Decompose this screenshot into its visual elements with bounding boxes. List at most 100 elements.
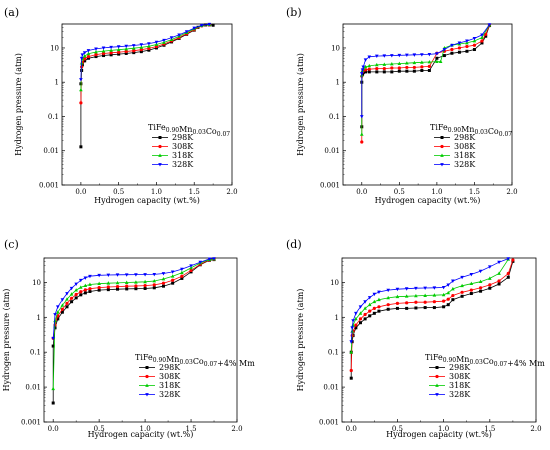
data-point xyxy=(147,42,151,46)
data-point xyxy=(363,300,367,304)
data-point xyxy=(479,289,483,293)
legend-marker xyxy=(158,153,162,157)
data-point xyxy=(139,45,144,49)
data-point xyxy=(124,44,129,49)
series-308K xyxy=(79,23,211,105)
x-tick-label: 1.0 xyxy=(431,188,442,196)
data-point xyxy=(69,296,74,300)
data-point xyxy=(117,52,121,56)
series-308K xyxy=(349,258,515,373)
data-point xyxy=(65,305,69,309)
data-point xyxy=(442,54,446,58)
data-point xyxy=(53,313,57,317)
chart-panel-b: (b) 0.0 0.5 1.0 1.5 2.0 0.001 0.01 0.1 1 10 Hydroge… xyxy=(286,6,518,205)
data-point xyxy=(147,44,151,48)
series-line xyxy=(361,24,490,135)
data-point xyxy=(358,311,363,315)
legend-entry: 318K xyxy=(172,151,194,160)
data-point xyxy=(359,72,364,76)
data-point xyxy=(412,60,417,65)
data-point xyxy=(171,281,175,285)
x-tick-label: 2.0 xyxy=(231,425,242,433)
legend-title: TiFe0.90Mn0.03Co0.07 xyxy=(148,123,230,138)
data-point xyxy=(372,306,376,310)
data-point xyxy=(386,295,390,300)
data-point xyxy=(143,279,147,284)
data-point xyxy=(441,292,446,297)
data-point xyxy=(469,292,473,296)
data-point xyxy=(368,314,372,318)
legend-entry: 328K xyxy=(454,160,476,169)
data-point xyxy=(363,317,367,321)
series-line xyxy=(52,259,215,403)
data-point xyxy=(405,61,409,65)
data-point xyxy=(423,293,427,297)
data-point xyxy=(511,258,515,262)
data-point xyxy=(79,293,83,297)
data-point xyxy=(83,283,88,287)
data-point xyxy=(152,283,156,287)
data-point xyxy=(423,300,427,304)
data-point xyxy=(132,49,136,53)
panel-label: (b) xyxy=(286,6,302,19)
y-tick-label: 1 xyxy=(55,79,59,87)
data-point xyxy=(358,317,363,321)
data-point xyxy=(115,280,120,285)
data-point xyxy=(79,56,84,61)
legend-entry: 308K xyxy=(449,372,471,381)
legend: TiFe0.90Mn0.03Co0.07+4% Mm298K308K318K32… xyxy=(135,353,255,399)
chart-panel-d: (d) 0.0 0.5 1.0 1.5 2.0 0.001 0.01 0.1 1 10 Hydroge… xyxy=(286,238,545,439)
data-point xyxy=(350,326,354,330)
data-point xyxy=(497,282,501,286)
data-point xyxy=(79,87,83,92)
data-point xyxy=(363,58,368,62)
data-point xyxy=(367,296,372,300)
data-point xyxy=(207,22,212,27)
x-tick-label: 0.0 xyxy=(346,425,357,433)
data-point xyxy=(152,272,157,277)
data-point xyxy=(97,273,101,278)
data-point xyxy=(469,281,474,286)
data-point xyxy=(390,66,394,70)
data-point xyxy=(377,309,381,313)
data-point xyxy=(83,59,87,63)
legend-marker xyxy=(145,366,149,369)
y-axis-label: Hydrogen pressure (atm) xyxy=(14,53,23,156)
data-point xyxy=(143,283,147,288)
data-point xyxy=(412,69,416,73)
data-point xyxy=(83,276,88,280)
data-point xyxy=(198,260,203,265)
data-point xyxy=(506,271,510,276)
y-axis-label: Hydrogen pressure (atm) xyxy=(296,289,305,392)
data-point xyxy=(395,301,400,306)
series-318K xyxy=(79,22,212,92)
series-318K xyxy=(51,256,216,391)
data-point xyxy=(74,282,78,286)
data-point xyxy=(414,293,418,298)
data-point xyxy=(414,306,418,310)
data-point xyxy=(109,48,113,52)
data-point xyxy=(134,287,138,291)
data-point xyxy=(101,49,106,53)
data-point xyxy=(446,283,451,287)
x-tick-label: 0.0 xyxy=(75,188,86,196)
data-point xyxy=(480,35,484,40)
data-point xyxy=(132,51,136,55)
data-point xyxy=(106,285,110,289)
y-tick-label: 0.001 xyxy=(319,419,339,427)
x-tick-label: 0.0 xyxy=(48,425,59,433)
data-point xyxy=(372,292,377,297)
data-point xyxy=(86,56,90,60)
data-point xyxy=(354,316,358,321)
data-point xyxy=(377,305,381,309)
data-point xyxy=(359,115,364,119)
series-line xyxy=(52,258,215,339)
data-point xyxy=(465,39,469,43)
data-point xyxy=(115,284,120,289)
x-axis-label: Hydrogen capacity (wt.%) xyxy=(94,196,200,205)
series-328K xyxy=(349,257,511,344)
y-tick-label: 0.01 xyxy=(43,147,59,155)
data-point xyxy=(372,299,377,304)
